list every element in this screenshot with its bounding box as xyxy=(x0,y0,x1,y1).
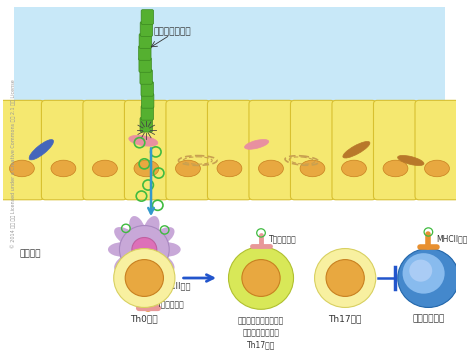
Ellipse shape xyxy=(129,135,158,146)
Ellipse shape xyxy=(9,160,34,177)
FancyBboxPatch shape xyxy=(125,100,168,200)
Circle shape xyxy=(315,249,376,308)
Ellipse shape xyxy=(217,160,242,177)
Ellipse shape xyxy=(383,160,408,177)
Ellipse shape xyxy=(148,251,174,272)
Ellipse shape xyxy=(129,255,146,283)
FancyBboxPatch shape xyxy=(141,81,154,96)
FancyBboxPatch shape xyxy=(139,34,152,48)
Ellipse shape xyxy=(300,160,325,177)
Text: T細胞受容体: T細胞受容体 xyxy=(269,234,296,243)
Circle shape xyxy=(114,249,175,308)
Ellipse shape xyxy=(148,227,174,248)
Ellipse shape xyxy=(343,142,370,158)
Text: セグメント細菌により
分化の誘導された
Th17細胞: セグメント細菌により 分化の誘導された Th17細胞 xyxy=(238,317,284,349)
Circle shape xyxy=(125,259,164,296)
FancyBboxPatch shape xyxy=(140,69,152,84)
Circle shape xyxy=(402,253,445,294)
Circle shape xyxy=(132,238,157,262)
Ellipse shape xyxy=(245,139,269,149)
FancyBboxPatch shape xyxy=(0,100,44,200)
Circle shape xyxy=(326,259,365,296)
Text: © 2014 佐藤 高幸 Licensed under a Creative Commons 表示 2.1 日本 License: © 2014 佐藤 高幸 Licensed under a Creative C… xyxy=(10,80,16,248)
Text: Th17細胞: Th17細胞 xyxy=(328,314,362,323)
Ellipse shape xyxy=(92,160,118,177)
FancyBboxPatch shape xyxy=(208,100,251,200)
FancyBboxPatch shape xyxy=(14,122,445,196)
FancyBboxPatch shape xyxy=(374,100,418,200)
FancyBboxPatch shape xyxy=(415,100,459,200)
Ellipse shape xyxy=(142,255,160,283)
Circle shape xyxy=(119,225,169,273)
Ellipse shape xyxy=(129,216,146,244)
Ellipse shape xyxy=(114,227,140,248)
FancyBboxPatch shape xyxy=(83,100,127,200)
FancyBboxPatch shape xyxy=(140,118,153,132)
FancyBboxPatch shape xyxy=(141,93,154,108)
Ellipse shape xyxy=(258,160,283,177)
Text: 樹状細胞: 樹状細胞 xyxy=(20,250,42,258)
FancyBboxPatch shape xyxy=(166,100,210,200)
Circle shape xyxy=(398,249,459,308)
FancyBboxPatch shape xyxy=(139,58,151,72)
Circle shape xyxy=(409,259,432,282)
Text: 自然リンパ球: 自然リンパ球 xyxy=(412,314,445,323)
FancyBboxPatch shape xyxy=(141,10,154,24)
Ellipse shape xyxy=(425,160,449,177)
Text: T細胞受容体: T細胞受容体 xyxy=(157,299,184,308)
Ellipse shape xyxy=(342,160,366,177)
Ellipse shape xyxy=(150,242,181,257)
FancyBboxPatch shape xyxy=(140,22,153,36)
Text: Th0細胞: Th0細胞 xyxy=(130,314,158,323)
FancyBboxPatch shape xyxy=(332,100,376,200)
FancyBboxPatch shape xyxy=(138,46,151,60)
Ellipse shape xyxy=(142,216,160,244)
Ellipse shape xyxy=(29,139,54,160)
Text: MHCII分子: MHCII分子 xyxy=(156,281,190,290)
FancyBboxPatch shape xyxy=(249,100,293,200)
Ellipse shape xyxy=(51,160,76,177)
FancyBboxPatch shape xyxy=(41,100,85,200)
Text: MHCII分子: MHCII分子 xyxy=(436,235,467,244)
FancyBboxPatch shape xyxy=(141,105,154,120)
Ellipse shape xyxy=(398,155,424,166)
Circle shape xyxy=(228,247,293,309)
Ellipse shape xyxy=(134,160,159,177)
FancyBboxPatch shape xyxy=(291,100,335,200)
Ellipse shape xyxy=(175,160,201,177)
Text: セグメント細菌: セグメント細菌 xyxy=(154,28,191,36)
Ellipse shape xyxy=(108,242,138,257)
Ellipse shape xyxy=(114,251,140,272)
Circle shape xyxy=(242,259,280,296)
FancyBboxPatch shape xyxy=(14,7,445,164)
